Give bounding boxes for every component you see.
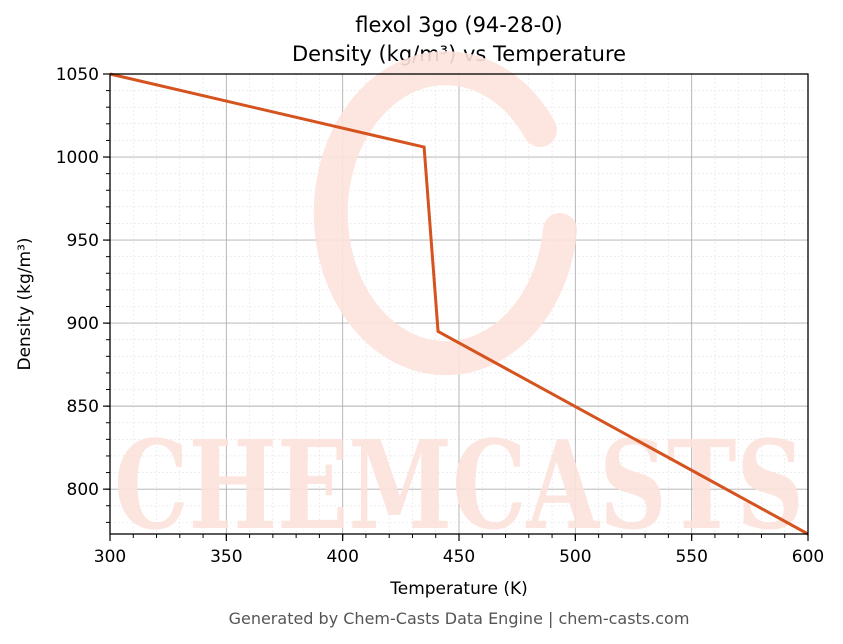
y-axis-label: Density (kg/m³) bbox=[15, 237, 35, 370]
watermark-swirl bbox=[313, 51, 577, 376]
density-series-line bbox=[109, 72, 809, 536]
x-tick-label: 400 bbox=[326, 547, 358, 567]
axis-ticks bbox=[103, 73, 809, 541]
x-tick-label: 300 bbox=[94, 547, 126, 567]
x-tick-label: 600 bbox=[792, 547, 824, 567]
chemcasts-watermark: CHEMCASTS bbox=[114, 51, 804, 557]
x-tick-label: 550 bbox=[675, 547, 707, 567]
y-tick-label: 900 bbox=[67, 314, 99, 334]
watermark-text: CHEMCASTS bbox=[114, 413, 804, 557]
x-tick-label: 350 bbox=[210, 547, 242, 567]
y-tick-label: 1050 bbox=[56, 65, 99, 85]
y-tick-label: 850 bbox=[67, 397, 99, 417]
y-tick-label: 800 bbox=[67, 480, 99, 500]
x-tick-label: 500 bbox=[559, 547, 591, 567]
x-tick-label: 450 bbox=[443, 547, 475, 567]
y-tick-label: 950 bbox=[67, 231, 99, 251]
footer-credit: Generated by Chem-Casts Data Engine | ch… bbox=[229, 609, 690, 628]
x-axis-label: Temperature (K) bbox=[389, 579, 528, 599]
y-tick-label: 1000 bbox=[56, 148, 99, 168]
axis-tick-labels: 300 350 400 450 500 550 600 800 850 900 950 1000 105… bbox=[56, 65, 824, 567]
chart-title-line1: flexol 3go (94-28-0) bbox=[355, 13, 562, 37]
